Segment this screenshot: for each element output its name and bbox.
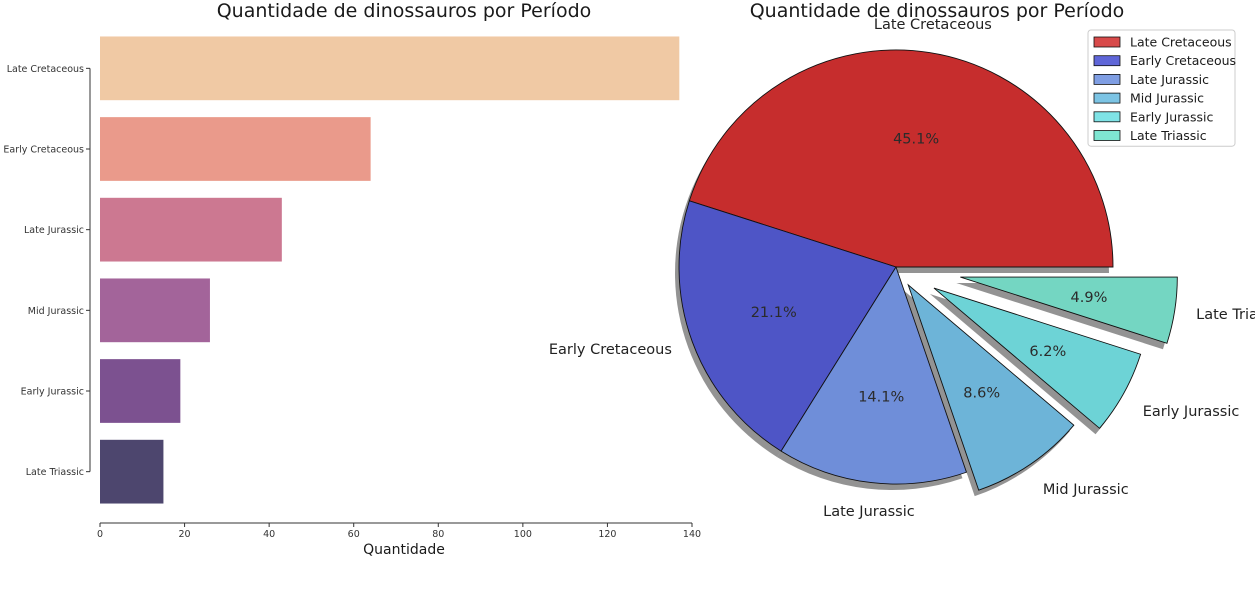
x-tick-label: 40 <box>263 529 275 540</box>
pie-percent-label: 4.9% <box>1071 290 1108 306</box>
bar-chart-title: Quantidade de dinossauros por Período <box>217 0 592 22</box>
bar-late-jurassic <box>100 197 282 262</box>
pie-category-label: Mid Jurassic <box>1043 482 1129 498</box>
pie-wedges <box>678 49 1178 491</box>
x-tick-label: 20 <box>179 529 191 540</box>
x-tick-label: 140 <box>683 529 701 540</box>
bar-x-axis-label: Quantidade <box>363 542 445 558</box>
x-tick-label: 0 <box>97 529 103 540</box>
bar-bars <box>100 36 680 504</box>
pie-percent-label: 21.1% <box>751 305 797 321</box>
pie-category-label: Early Cretaceous <box>549 342 672 358</box>
legend-box <box>1087 29 1236 147</box>
legend-swatch-late-jurassic <box>1093 74 1121 85</box>
y-tick-label: Early Jurassic <box>21 387 84 398</box>
pie-wedge-late-cretaceous <box>688 49 1114 268</box>
bar-late-cretaceous <box>100 36 680 101</box>
pie-wedge-late-jurassic <box>780 265 968 485</box>
legend-label: Early Cretaceous <box>1130 53 1236 68</box>
legend-label: Early Jurassic <box>1130 109 1213 124</box>
pie-chart: Quantidade de dinossauros por Período 45… <box>549 0 1255 520</box>
legend-swatch-early-jurassic <box>1093 111 1121 123</box>
x-tick-label: 60 <box>348 529 360 540</box>
legend-swatch-mid-jurassic <box>1093 92 1121 104</box>
pie-wedge-early-cretaceous <box>678 200 897 452</box>
pie-percent-label: 6.2% <box>1029 344 1066 360</box>
bar-early-jurassic <box>100 359 181 423</box>
pie-category-label: Early Jurassic <box>1143 404 1240 420</box>
bar-mid-jurassic <box>100 278 210 343</box>
bar-chart: Quantidade de dinossauros por Período La… <box>3 0 701 558</box>
y-tick-label: Early Cretaceous <box>3 145 84 156</box>
legend-swatch-early-cretaceous <box>1093 55 1121 67</box>
y-tick-label: Mid Jurassic <box>28 306 84 317</box>
legend-label: Mid Jurassic <box>1130 91 1204 106</box>
x-tick-label: 100 <box>514 529 532 540</box>
pie-labels: 45.1% Late Cretaceous 21.1% Early Cretaceou… <box>549 17 1255 520</box>
pie-percent-label: 8.6% <box>963 385 1000 401</box>
y-tick-label: Late Triassic <box>26 467 84 478</box>
pie-wedge-mid-jurassic <box>907 283 1075 491</box>
legend-label: Late Triassic <box>1130 128 1207 143</box>
pie-chart-title: Quantidade de dinossauros por Período <box>750 0 1125 22</box>
pie-percent-label: 14.1% <box>858 389 904 405</box>
y-tick-label: Late Cretaceous <box>7 64 84 75</box>
bar-x-ticks: 0 20 40 60 80 100 120 140 <box>97 523 701 540</box>
pie-category-label: Late Jurassic <box>823 504 915 520</box>
pie-wedge-early-jurassic <box>933 287 1142 429</box>
legend-swatch-late-triassic <box>1093 130 1121 141</box>
pie-category-label: Late Triassic <box>1196 307 1255 323</box>
bar-y-ticks: Late Cretaceous Early Cretaceous Late Jura… <box>3 64 90 478</box>
x-tick-label: 80 <box>432 529 444 540</box>
x-tick-label: 120 <box>598 529 616 540</box>
legend-label: Late Jurassic <box>1130 72 1209 87</box>
y-tick-label: Late Jurassic <box>24 225 84 236</box>
legend-label: Late Cretaceous <box>1130 35 1232 50</box>
bar-late-triassic <box>100 439 164 504</box>
pie-legend: Late Cretaceous Early Cretaceous Late Jura… <box>1087 29 1236 147</box>
legend-swatch-late-cretaceous <box>1093 36 1121 48</box>
pie-percent-label: 45.1% <box>893 131 939 147</box>
pie-category-label: Late Cretaceous <box>874 17 992 33</box>
pie-wedge-late-triassic <box>960 276 1178 344</box>
bar-early-cretaceous <box>100 117 371 181</box>
